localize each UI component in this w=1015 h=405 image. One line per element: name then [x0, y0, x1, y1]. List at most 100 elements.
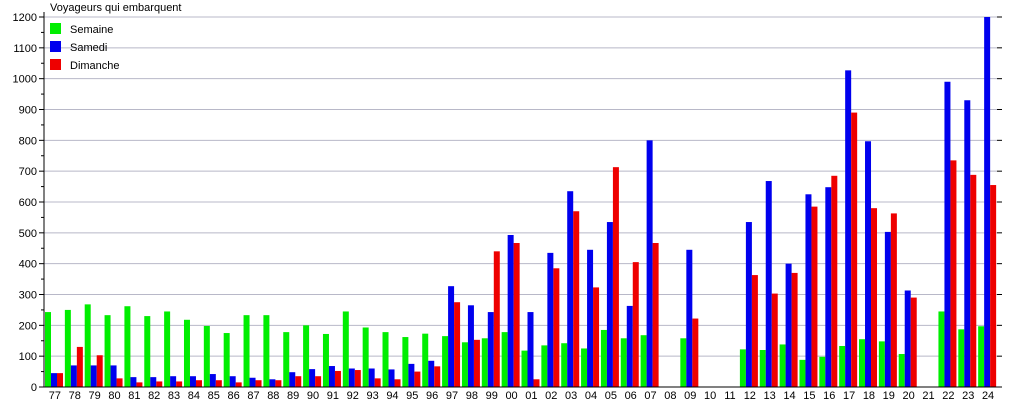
bar-dimanche-92 — [354, 370, 361, 387]
bar-samedi-79 — [90, 365, 97, 387]
x-tick-label: 23 — [962, 390, 974, 400]
y-tick-label: 500 — [19, 228, 37, 240]
bar-dimanche-97 — [454, 302, 461, 387]
bar-dimanche-93 — [374, 378, 381, 387]
bar-dimanche-88 — [275, 380, 282, 387]
bar-dimanche-22 — [950, 160, 957, 387]
x-tick-label: 19 — [883, 390, 895, 400]
x-tick-label: 95 — [406, 390, 418, 400]
bar-dimanche-96 — [434, 366, 441, 387]
bar-samedi-89 — [289, 372, 296, 387]
bar-semaine-13 — [759, 350, 766, 387]
bar-dimanche-79 — [96, 355, 103, 387]
bar-semaine-96 — [422, 333, 429, 387]
bar-samedi-07 — [646, 140, 653, 387]
bar-samedi-93 — [368, 368, 375, 387]
x-tick-label: 08 — [664, 390, 676, 400]
bar-semaine-02 — [541, 345, 548, 387]
bar-samedi-00 — [507, 234, 514, 387]
bar-samedi-87 — [249, 377, 256, 387]
bar-samedi-20 — [904, 290, 911, 387]
x-tick-label: 77 — [49, 390, 61, 400]
y-tick-label: 1000 — [13, 74, 37, 86]
bar-dimanche-17 — [851, 112, 858, 387]
x-tick-label: 00 — [505, 390, 517, 400]
x-tick-label: 20 — [903, 390, 915, 400]
bar-samedi-95 — [408, 363, 415, 387]
bar-semaine-03 — [561, 343, 568, 387]
bar-dimanche-24 — [990, 185, 997, 387]
x-tick-label: 22 — [942, 390, 954, 400]
bar-samedi-97 — [448, 286, 455, 387]
y-tick-label: 100 — [19, 351, 37, 363]
bar-semaine-90 — [303, 325, 310, 387]
bar-semaine-81 — [124, 306, 131, 387]
x-tick-label: 84 — [188, 390, 200, 400]
x-tick-label: 85 — [208, 390, 220, 400]
bar-dimanche-12 — [751, 275, 758, 387]
bar-dimanche-89 — [295, 376, 302, 387]
legend-label-samedi: Samedi — [70, 42, 107, 54]
bar-dimanche-91 — [334, 370, 341, 387]
legend-swatch-semaine — [50, 23, 61, 34]
bar-semaine-23 — [958, 329, 965, 387]
bar-semaine-22 — [938, 311, 945, 387]
legend-label-semaine: Semaine — [70, 24, 113, 36]
bar-samedi-12 — [745, 222, 752, 387]
bar-dimanche-14 — [791, 272, 798, 387]
legend-swatch-dimanche — [50, 59, 61, 70]
bar-samedi-14 — [785, 263, 792, 387]
bar-semaine-86 — [223, 333, 230, 387]
bar-semaine-20 — [898, 354, 905, 387]
legend: Semaine Samedi Dimanche — [50, 23, 120, 72]
bar-samedi-13 — [765, 181, 772, 387]
bar-dimanche-18 — [871, 208, 878, 387]
y-tick-label: 200 — [19, 320, 37, 332]
x-tick-label: 90 — [307, 390, 319, 400]
x-tick-label: 89 — [287, 390, 299, 400]
y-tick-label: 1200 — [13, 12, 37, 24]
bar-samedi-02 — [547, 252, 554, 387]
bar-samedi-17 — [845, 70, 852, 387]
axes: 0100200300400500600700800900100011001200… — [13, 12, 1002, 402]
bar-semaine-83 — [164, 311, 171, 387]
x-tick-label: 91 — [327, 390, 339, 400]
bar-semaine-04 — [581, 348, 588, 387]
bar-dimanche-13 — [771, 293, 778, 387]
y-tick-label: 600 — [19, 197, 37, 209]
bar-samedi-80 — [110, 365, 117, 387]
bar-semaine-89 — [283, 332, 290, 387]
bar-semaine-94 — [382, 332, 389, 387]
x-tick-label: 17 — [843, 390, 855, 400]
x-tick-label: 97 — [446, 390, 458, 400]
bar-dimanche-03 — [573, 211, 580, 387]
bar-samedi-04 — [587, 249, 594, 387]
chart-title: Voyageurs qui embarquent — [50, 2, 181, 14]
x-tick-label: 79 — [89, 390, 101, 400]
bar-samedi-96 — [428, 360, 435, 387]
bar-dimanche-78 — [76, 346, 83, 387]
x-tick-label: 98 — [466, 390, 478, 400]
x-tick-label: 88 — [267, 390, 279, 400]
bar-dimanche-94 — [394, 379, 401, 387]
bar-semaine-14 — [779, 344, 786, 387]
x-tick-label: 92 — [347, 390, 359, 400]
x-tick-label: 12 — [744, 390, 756, 400]
bar-semaine-91 — [322, 333, 329, 387]
bar-semaine-24 — [978, 326, 985, 387]
bar-dimanche-95 — [414, 371, 421, 387]
bar-semaine-92 — [342, 311, 349, 387]
bar-samedi-88 — [269, 379, 276, 387]
bar-dimanche-00 — [513, 243, 520, 387]
bar-semaine-85 — [203, 325, 210, 387]
bar-dimanche-20 — [910, 297, 917, 387]
bar-dimanche-77 — [57, 373, 63, 387]
bar-semaine-00 — [501, 332, 508, 387]
x-tick-label: 05 — [605, 390, 617, 400]
bar-dimanche-85 — [215, 380, 222, 387]
bar-samedi-19 — [884, 231, 891, 387]
x-tick-label: 18 — [863, 390, 875, 400]
bar-samedi-09 — [686, 249, 693, 387]
bar-dimanche-09 — [692, 318, 699, 387]
